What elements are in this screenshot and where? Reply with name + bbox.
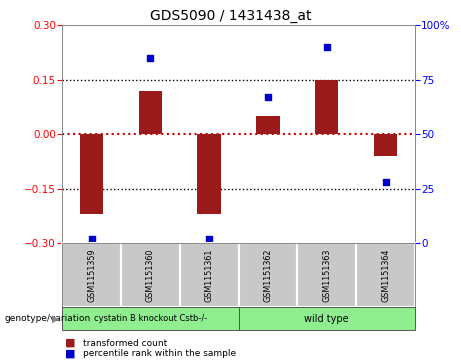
Text: wild type: wild type	[304, 314, 349, 323]
Bar	[356, 243, 415, 307]
Text: ■: ■	[65, 349, 75, 359]
Point	[264, 94, 272, 100]
Bar	[121, 243, 180, 307]
Text: GSM1151362: GSM1151362	[263, 248, 272, 302]
Bar	[62, 307, 239, 330]
Text: GSM1151360: GSM1151360	[146, 248, 155, 302]
Text: GSM1151363: GSM1151363	[322, 248, 331, 302]
Text: ▶: ▶	[53, 314, 60, 323]
Text: GDS5090 / 1431438_at: GDS5090 / 1431438_at	[150, 9, 311, 23]
Bar	[239, 243, 297, 307]
Bar	[315, 80, 338, 134]
Text: GSM1151364: GSM1151364	[381, 248, 390, 302]
Text: genotype/variation: genotype/variation	[5, 314, 91, 323]
Text: percentile rank within the sample: percentile rank within the sample	[83, 350, 236, 358]
Point	[147, 55, 154, 61]
Bar	[62, 243, 121, 307]
Text: GSM1151361: GSM1151361	[205, 248, 214, 302]
Point	[88, 236, 95, 242]
Bar	[297, 243, 356, 307]
Point	[323, 44, 331, 50]
Text: cystatin B knockout Cstb-/-: cystatin B knockout Cstb-/-	[94, 314, 207, 323]
Bar	[197, 134, 221, 214]
Bar	[180, 243, 239, 307]
Bar	[139, 91, 162, 134]
Bar	[374, 134, 397, 156]
Point	[206, 236, 213, 242]
Bar	[256, 116, 280, 134]
Text: transformed count: transformed count	[83, 339, 167, 347]
Text: GSM1151359: GSM1151359	[87, 248, 96, 302]
Text: ■: ■	[65, 338, 75, 348]
Point	[382, 179, 389, 185]
Bar	[80, 134, 103, 214]
Bar	[239, 307, 415, 330]
